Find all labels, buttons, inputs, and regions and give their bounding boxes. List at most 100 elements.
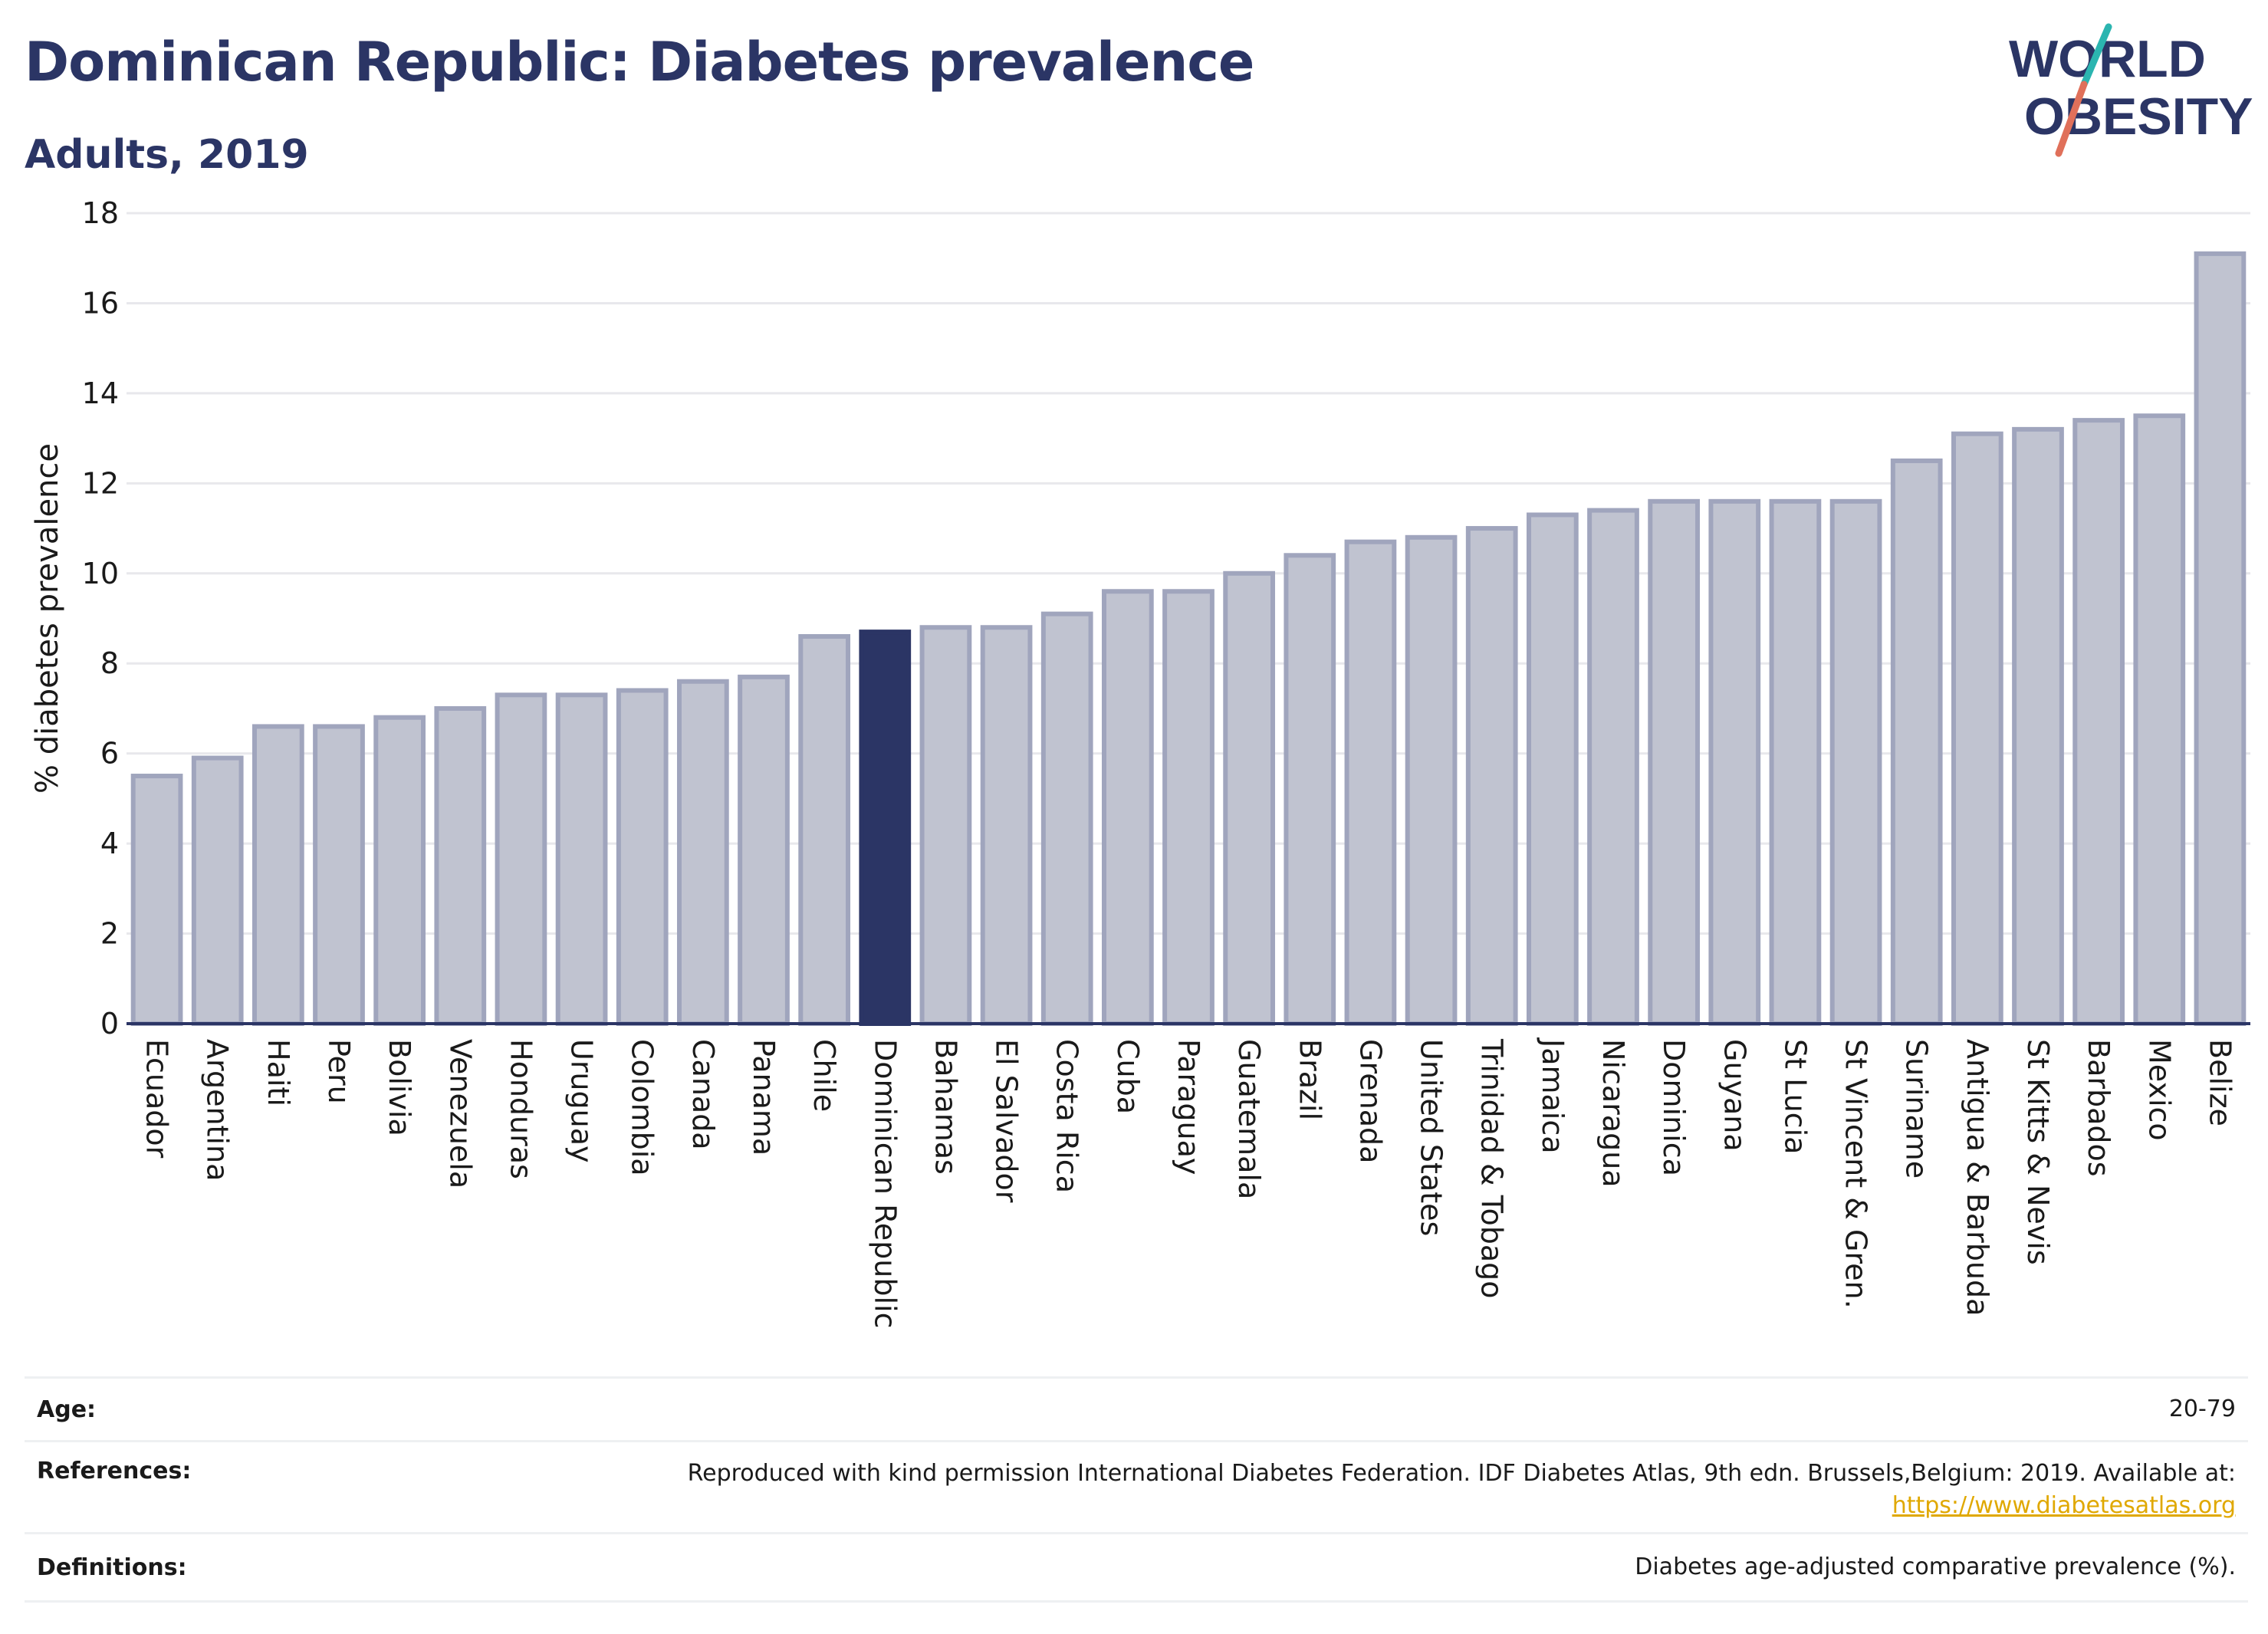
x-tick-label: St Lucia (1778, 1039, 1812, 1154)
y-tick-label: 0 (100, 1007, 119, 1041)
bar (616, 688, 669, 1026)
bar (434, 705, 487, 1026)
x-tick-label: United States (1415, 1039, 1448, 1236)
definitions-label: Definitions: (37, 1553, 187, 1581)
bar (1769, 498, 1822, 1026)
bar (495, 692, 547, 1026)
logo-text-world: WORLD (2009, 30, 2206, 88)
x-tick-label: Bolivia (383, 1039, 416, 1136)
bar (1890, 458, 1943, 1026)
bar (1708, 498, 1761, 1026)
y-tick-label: 12 (82, 466, 119, 500)
x-tick-label: Uruguay (565, 1039, 599, 1163)
bar (1829, 498, 1882, 1026)
bar (555, 692, 608, 1026)
bar (1223, 570, 1276, 1026)
y-tick-label: 16 (82, 286, 119, 320)
logo-slash-teal (2080, 23, 2112, 88)
x-tick-label: Honduras (504, 1039, 537, 1179)
bar (1162, 589, 1215, 1026)
x-tick-label: Cuba (1111, 1039, 1145, 1114)
x-tick-label: Peru (322, 1039, 356, 1104)
y-tick-label: 4 (100, 827, 119, 860)
bar (251, 724, 304, 1027)
bar (1405, 534, 1458, 1026)
bar-highlighted (859, 630, 912, 1026)
bar (980, 625, 1033, 1026)
definitions-value: Diabetes age-adjusted comparative preval… (1635, 1553, 2236, 1580)
x-tick-label: Trinidad & Tobago (1475, 1038, 1509, 1299)
references-link[interactable]: https://www.diabetesatlas.org (1892, 1492, 2236, 1519)
references-value-block: Reproduced with kind permission Internat… (688, 1458, 2248, 1522)
bar (1465, 526, 1518, 1026)
x-tick-label: Ecuador (140, 1039, 174, 1159)
chart-footer: Age: 20-79 References: Reproduced with k… (25, 1376, 2248, 1603)
footer-age-row: Age: 20-79 (25, 1376, 2248, 1440)
x-tick-label: St Vincent & Gren. (1839, 1039, 1873, 1309)
x-tick-label: Belize (2203, 1039, 2237, 1126)
x-tick-label: Grenada (1353, 1039, 1387, 1163)
y-axis-title: % diabetes prevalence (30, 443, 65, 794)
bar (798, 633, 851, 1026)
bar (1648, 498, 1701, 1026)
x-tick-label: Bahamas (929, 1039, 962, 1175)
x-tick-label: Chile (807, 1039, 841, 1112)
x-tick-label: St Kitts & Nevis (2021, 1039, 2055, 1265)
y-tick-label: 2 (100, 917, 119, 951)
x-tick-label: Mexico (2142, 1039, 2176, 1141)
bar (2072, 418, 2125, 1026)
x-tick-label: Canada (686, 1039, 720, 1150)
x-tick-label: Brazil (1293, 1039, 1326, 1120)
logo-slash-coral (2055, 81, 2088, 157)
x-tick-label: Antigua & Barbuda (1961, 1039, 1994, 1316)
bar (130, 774, 183, 1026)
x-tick-label: Guyana (1717, 1039, 1751, 1152)
bar (1587, 508, 1639, 1026)
x-tick-label: Argentina (201, 1039, 235, 1181)
x-tick-label: Colombia (626, 1039, 659, 1176)
bar (313, 724, 365, 1027)
bar (2012, 426, 2064, 1026)
age-value: 20-79 (2168, 1396, 2236, 1422)
bar (1951, 431, 2003, 1026)
y-tick-label: 18 (82, 196, 119, 230)
x-tick-label: Jamaica (1536, 1037, 1570, 1154)
y-tick-label: 10 (82, 557, 119, 590)
x-tick-label: Suriname (1900, 1039, 1934, 1179)
bar (1526, 512, 1579, 1026)
bar (1284, 553, 1336, 1026)
references-label: References: (37, 1458, 192, 1484)
x-tick-label: Dominica (1657, 1039, 1691, 1176)
y-tick-label: 14 (82, 376, 119, 410)
bar-chart: 0 2 4 6 8 10 12 14 16 18 % diabetes prevalence Ecu… (30, 196, 2250, 1328)
bar (1344, 539, 1397, 1026)
bar (373, 715, 426, 1026)
age-label: Age: (37, 1396, 97, 1423)
x-tick-label: Nicaragua (1596, 1039, 1630, 1188)
footer-references-row: References: Reproduced with kind permiss… (25, 1440, 2248, 1532)
references-text: Reproduced with kind permission Internat… (687, 1460, 2236, 1487)
x-tick-label: El Salvador (990, 1039, 1024, 1203)
x-tick-label: Panama (747, 1039, 781, 1156)
axis-layer: 0 2 4 6 8 10 12 14 16 18 % diabetes prevalence (30, 196, 2250, 1041)
world-obesity-logo: WORLD OBESITY (2009, 23, 2253, 157)
footer-definitions-row: Definitions: Diabetes age-adjusted compa… (25, 1532, 2248, 1603)
x-tick-label: Costa Rica (1050, 1039, 1084, 1193)
x-tick-label: Venezuela (443, 1039, 477, 1189)
x-tick-label: Haiti (261, 1039, 295, 1106)
y-tick-label: 8 (100, 646, 119, 680)
bar (2133, 413, 2186, 1026)
x-tick-label: Paraguay (1172, 1039, 1205, 1175)
bar (738, 674, 790, 1026)
y-tick-label: 6 (100, 737, 119, 771)
chart-subtitle: Adults, 2019 (25, 132, 309, 178)
x-tick-label: Barbados (2082, 1039, 2115, 1177)
bars-layer (130, 251, 2247, 1027)
bar (1040, 611, 1093, 1026)
bar (191, 755, 244, 1026)
bar (676, 679, 729, 1026)
x-tick-label: Guatemala (1232, 1039, 1266, 1199)
bar (919, 625, 972, 1026)
labels-layer: Ecuador Argentina Haiti Peru Bolivia Venezuel… (140, 1037, 2237, 1328)
bar (1101, 589, 1154, 1026)
